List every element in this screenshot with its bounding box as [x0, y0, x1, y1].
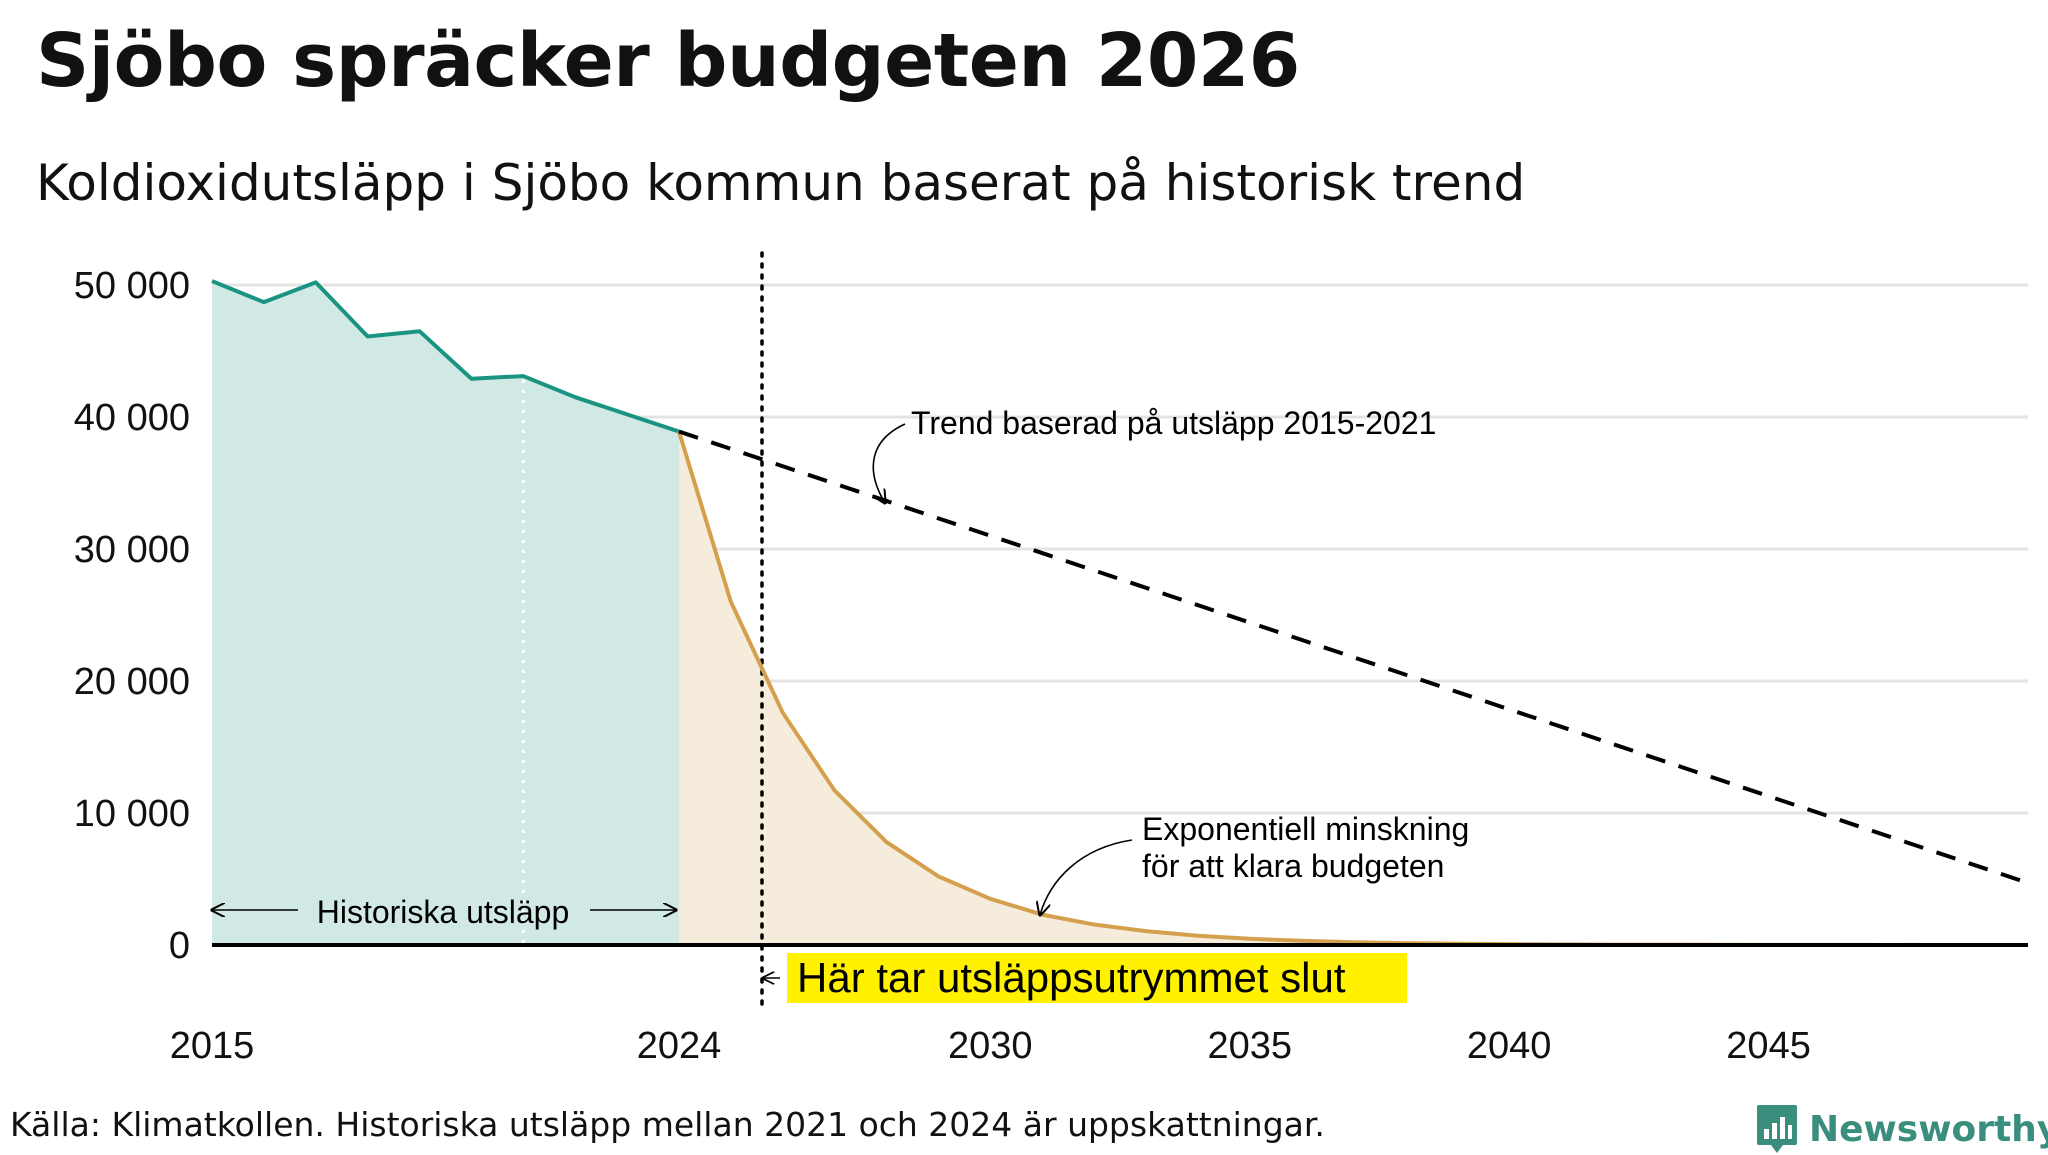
- y-tick-label: 0: [169, 925, 190, 967]
- budget-area: [678, 431, 2028, 945]
- bar-chart-badge-icon: [1757, 1105, 1797, 1153]
- x-tick-label: 2015: [170, 1025, 255, 1067]
- line-layer: [211, 279, 2029, 947]
- trend-annotation-arrow: [873, 423, 906, 503]
- logo-text: Newsworthy: [1809, 1108, 2048, 1150]
- newsworthy-logo: Newsworthy: [1755, 1103, 2048, 1155]
- historical-annotation: Historiska utsläpp: [317, 894, 570, 930]
- budget-end-annotation: Här tar utsläppsutrymmet slut: [797, 954, 1346, 1001]
- budget-end-highlight: [787, 953, 1407, 1003]
- annotation-layer: Trend baserad på utsläpp 2015-2021 Expon…: [212, 405, 1469, 1003]
- axis-layer: 0 10 000 20 000 30 000 40 000 50 000 2015 2024 2…: [74, 265, 1811, 1067]
- source-note: Källa: Klimatkollen. Historiska utsläpp …: [10, 1105, 1325, 1144]
- x-tick-label: 2035: [1207, 1025, 1292, 1067]
- chart-subtitle: Koldioxidutsläpp i Sjöbo kommun baserat …: [36, 154, 1526, 212]
- reference-lines: [521, 251, 764, 1007]
- x-tick-label: 2030: [948, 1025, 1033, 1067]
- y-tick-label: 50 000: [74, 265, 190, 307]
- y-tick-label: 20 000: [74, 661, 190, 703]
- x-tick-label: 2045: [1726, 1025, 1811, 1067]
- y-tick-label: 10 000: [74, 793, 190, 835]
- exponential-annotation-arrow: [1040, 839, 1133, 915]
- chart-title: Sjöbo spräcker budgeten 2026: [36, 18, 1300, 104]
- trend-annotation: Trend baserad på utsläpp 2015-2021: [911, 405, 1436, 441]
- historical-line: [211, 279, 680, 434]
- x-tick-label: 2024: [637, 1025, 722, 1067]
- y-tick-label: 40 000: [74, 397, 190, 439]
- x-tick-label: 2040: [1467, 1025, 1552, 1067]
- y-tick-label: 30 000: [74, 529, 190, 571]
- exponential-annotation-line1: Exponentiell minskning: [1142, 811, 1469, 847]
- area-layer: [212, 281, 2028, 945]
- exponential-annotation-line2: för att klara budgeten: [1142, 848, 1444, 884]
- historical-area: [212, 281, 679, 945]
